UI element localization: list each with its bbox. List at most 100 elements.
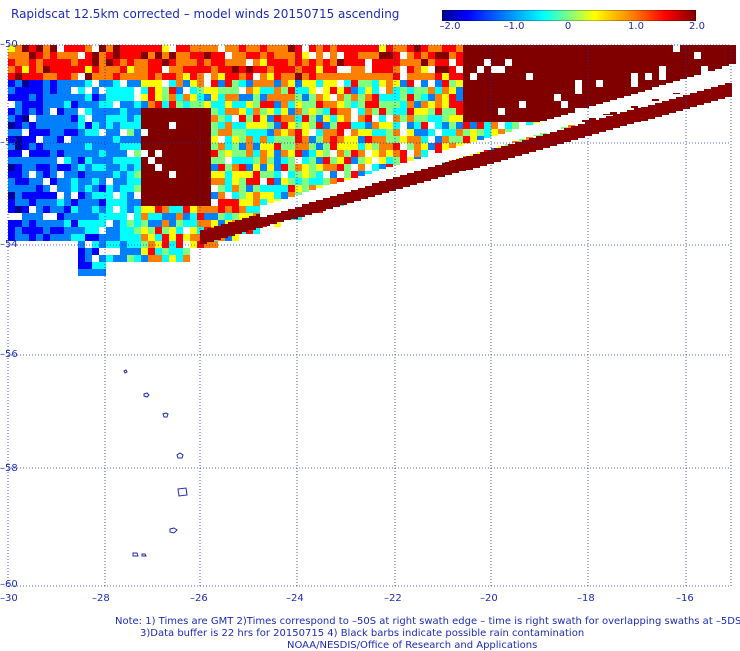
- wind-cell: [78, 227, 85, 234]
- wind-cell: [78, 269, 85, 276]
- wind-cell: [421, 143, 428, 150]
- swath-gap: [309, 190, 316, 202]
- swath-gap: [274, 201, 281, 213]
- wind-cell: [106, 136, 113, 143]
- wind-cell: [113, 129, 120, 136]
- wind-cell: [92, 143, 99, 150]
- wind-cell: [620, 112, 627, 119]
- wind-cell: [372, 164, 379, 171]
- wind-cell: [50, 136, 57, 143]
- wind-cell: [148, 143, 155, 150]
- wind-cell: [239, 213, 246, 220]
- wind-cell: [197, 220, 204, 227]
- wind-cell: [435, 59, 442, 66]
- wind-cell: [207, 228, 214, 235]
- wind-cell: [246, 66, 253, 73]
- wind-cell: [127, 59, 134, 66]
- wind-cell: [260, 157, 267, 164]
- wind-cell: [225, 185, 232, 192]
- wind-cell: [351, 150, 358, 157]
- wind-cell: [253, 150, 260, 157]
- wind-cell: [148, 115, 155, 122]
- wind-cell: [666, 66, 673, 73]
- wind-cell: [113, 150, 120, 157]
- wind-cell: [92, 213, 99, 220]
- wind-cell: [162, 73, 169, 80]
- wind-cell: [274, 136, 281, 143]
- wind-cell: [85, 199, 92, 206]
- wind-cell: [120, 171, 127, 178]
- swath-gap: [498, 134, 505, 146]
- swath-gap: [463, 144, 470, 156]
- wind-cell: [15, 178, 22, 185]
- wind-cell: [337, 129, 344, 136]
- wind-cell: [36, 108, 43, 115]
- wind-cell: [43, 115, 50, 122]
- wind-cell: [316, 52, 323, 59]
- swath-gap: [344, 180, 351, 192]
- wind-cell: [302, 66, 309, 73]
- wind-cell: [239, 59, 246, 66]
- wind-cell: [337, 143, 344, 150]
- wind-cell: [582, 59, 589, 66]
- wind-cell: [113, 59, 120, 66]
- wind-cell: [281, 73, 288, 80]
- wind-cell: [435, 52, 442, 59]
- wind-cell: [29, 178, 36, 185]
- wind-cell: [400, 87, 407, 94]
- wind-cell: [162, 206, 169, 213]
- wind-cell: [666, 45, 673, 52]
- wind-cell: [554, 66, 561, 73]
- wind-cell: [414, 59, 421, 66]
- wind-cell: [71, 80, 78, 87]
- wind-cell: [22, 101, 29, 108]
- wind-cell: [603, 87, 610, 94]
- wind-cell: [505, 122, 512, 129]
- wind-cell: [211, 101, 218, 108]
- wind-cell: [78, 241, 85, 248]
- swath-gap: [596, 104, 603, 116]
- wind-cell: [134, 248, 141, 255]
- wind-cell: [92, 52, 99, 59]
- wind-cell: [8, 157, 15, 164]
- wind-cell: [452, 159, 459, 166]
- wind-cell: [225, 234, 232, 241]
- wind-cell: [162, 171, 169, 178]
- wind-cell: [43, 108, 50, 115]
- lon-label: –30: [0, 593, 18, 604]
- wind-cell: [134, 255, 141, 262]
- wind-cell: [295, 143, 302, 150]
- wind-cell: [190, 122, 197, 129]
- wind-cell: [183, 178, 190, 185]
- wind-cell: [295, 136, 302, 143]
- wind-cell: [113, 66, 120, 73]
- wind-cell: [127, 255, 134, 262]
- wind-cell: [368, 190, 375, 197]
- wind-cell: [155, 227, 162, 234]
- wind-cell: [316, 129, 323, 136]
- wind-cell: [232, 66, 239, 73]
- wind-cell: [141, 241, 148, 248]
- wind-cell: [295, 52, 302, 59]
- wind-cell: [29, 234, 36, 241]
- wind-cell: [673, 73, 680, 80]
- wind-cell: [557, 137, 564, 144]
- wind-cell: [435, 122, 442, 129]
- wind-cell: [302, 59, 309, 66]
- wind-cell: [386, 108, 393, 115]
- wind-cell: [85, 178, 92, 185]
- wind-cell: [533, 52, 540, 59]
- wind-cell: [463, 101, 470, 108]
- wind-cell: [463, 87, 470, 94]
- wind-cell: [393, 73, 400, 80]
- wind-cell: [99, 157, 106, 164]
- swath-gap: [610, 100, 617, 112]
- wind-cell: [358, 52, 365, 59]
- wind-cell: [540, 94, 547, 101]
- wind-cell: [592, 120, 599, 127]
- wind-cell: [410, 178, 417, 185]
- wind-cell: [260, 94, 267, 101]
- wind-cell: [162, 59, 169, 66]
- wind-cell: [484, 45, 491, 52]
- wind-cell: [351, 136, 358, 143]
